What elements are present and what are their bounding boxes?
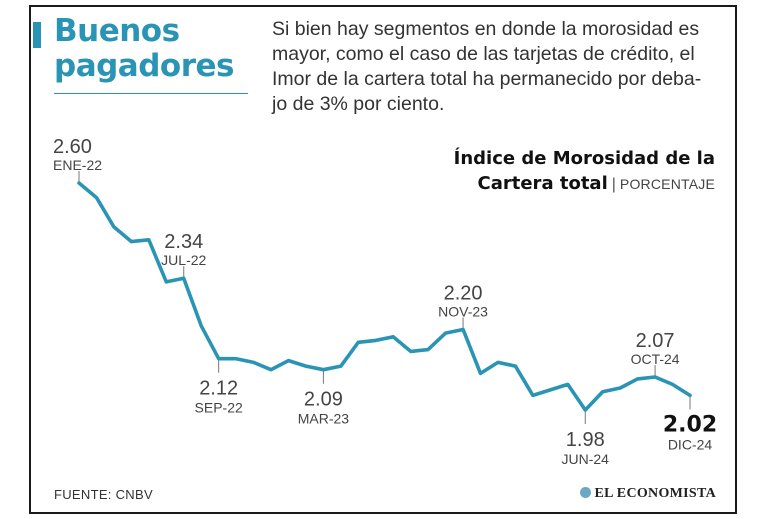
- annotation-date-sep-22: SEP-22: [195, 400, 243, 416]
- annotation-value-oct-24: 2.07: [636, 330, 675, 352]
- infographic-frame: [29, 5, 737, 514]
- annotation-value-mar-23: 2.09: [304, 389, 343, 411]
- annotation-date-oct-24: OCT-24: [631, 351, 680, 367]
- intro-text: Si bien hay segmentos en donde la morosi…: [272, 18, 702, 115]
- headline-line-1: Buenos: [54, 13, 180, 49]
- headline-line-2: pagadores: [54, 48, 234, 84]
- headline: Buenos pagadores: [54, 14, 234, 84]
- chart-title-line-2: Cartera total: [477, 173, 608, 194]
- chart-title: Índice de Morosidad de la Cartera total |…: [454, 146, 715, 197]
- annotation-value-ene-22: 2.60: [53, 136, 92, 158]
- brand-logo: EL ECONOMISTA: [579, 486, 717, 502]
- source-note: FUENTE: CNBV: [54, 487, 153, 502]
- brand-globe-icon: [579, 487, 591, 498]
- annotation-date-dic-24: DIC-24: [668, 436, 713, 452]
- series-line: [77, 181, 692, 412]
- annotation-date-ene-22: ENE-22: [53, 157, 102, 173]
- chart-unit: PORCENTAJE: [619, 176, 715, 192]
- headline-accent-bar: [33, 22, 41, 48]
- annotation-date-mar-23: MAR-23: [298, 411, 350, 427]
- annotation-value-dic-24: 2.02: [663, 412, 717, 437]
- brand-name: EL ECONOMISTA: [594, 486, 716, 501]
- annotation-value-nov-23: 2.20: [444, 282, 483, 304]
- annotation-value-jun-24: 1.98: [566, 429, 605, 451]
- annotation-value-sep-22: 2.12: [199, 378, 238, 400]
- annotation-date-jun-24: JUN-24: [562, 451, 610, 467]
- title-separator: |: [611, 176, 616, 193]
- chart-title-line-1: Índice de Morosidad de la: [453, 148, 715, 169]
- headline-underline: [54, 93, 248, 94]
- annotation-value-jul-22: 2.34: [164, 231, 203, 253]
- annotation-date-jul-22: JUL-22: [161, 252, 206, 268]
- annotation-date-nov-23: NOV-23: [438, 303, 488, 319]
